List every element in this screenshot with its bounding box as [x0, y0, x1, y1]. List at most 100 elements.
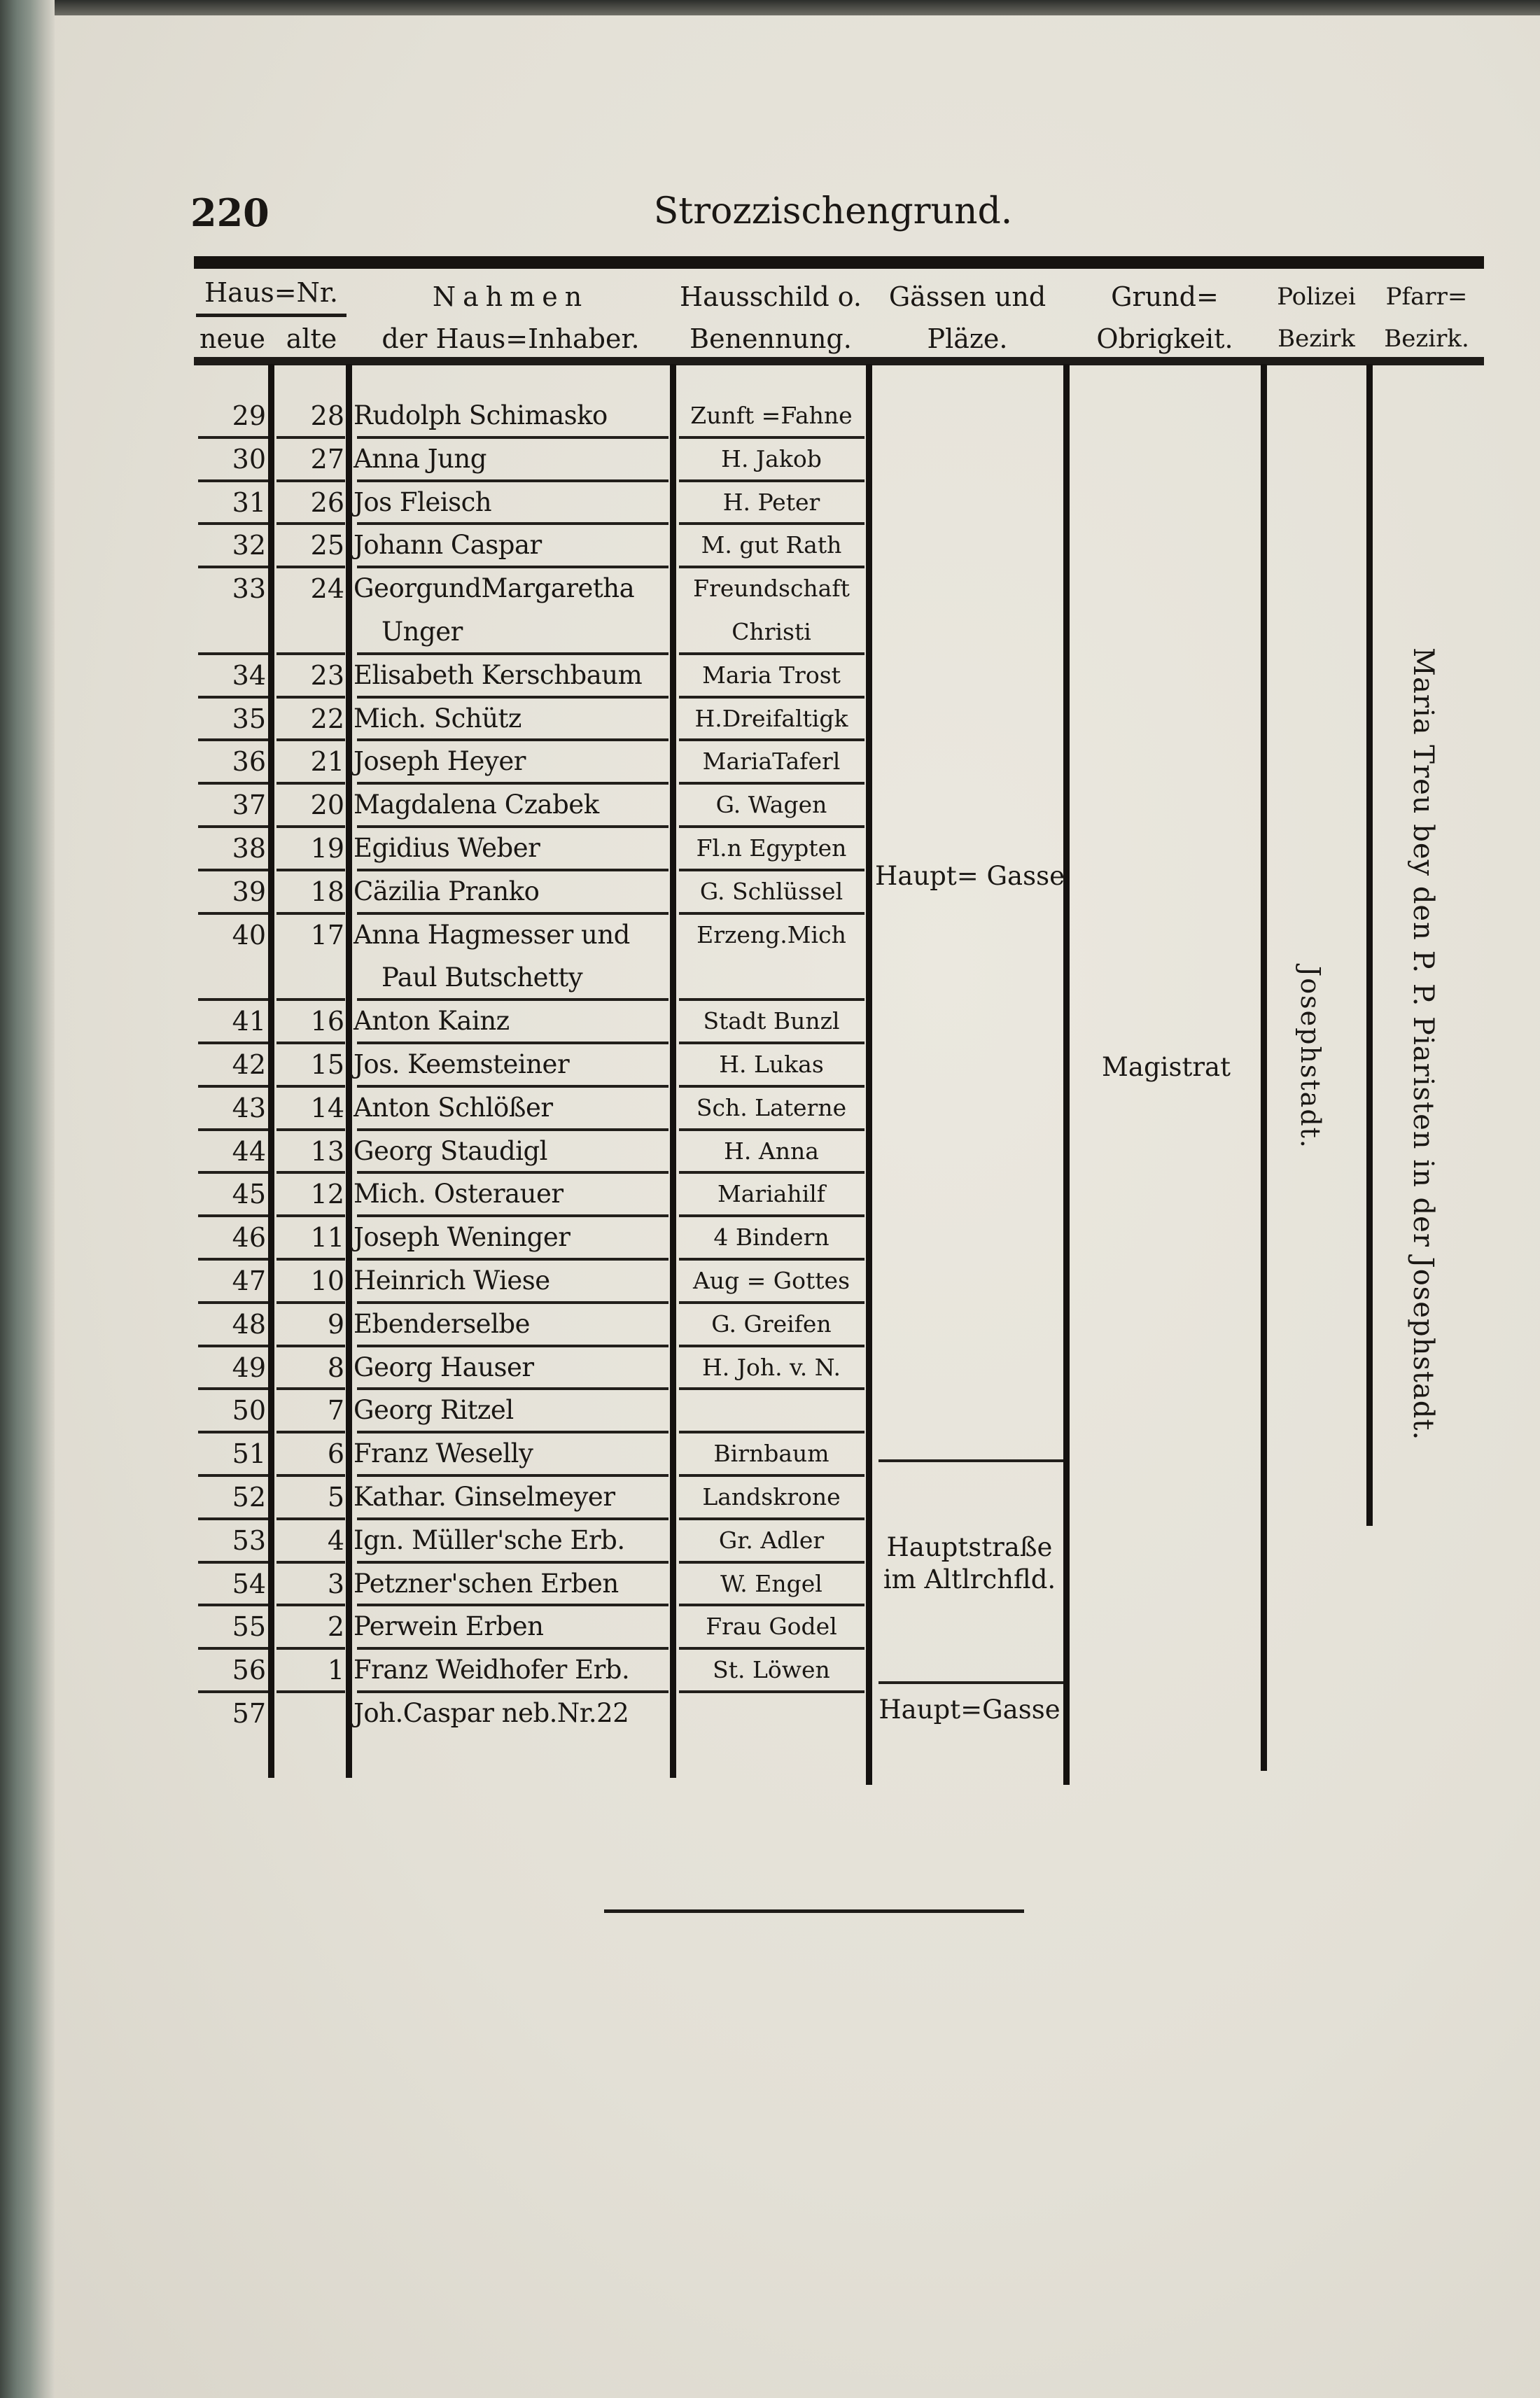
- house-sign: G. Schlüssel: [699, 877, 844, 905]
- house-number-new: 46: [232, 1222, 266, 1254]
- house-number-old: 28: [310, 400, 344, 431]
- row-divider: [198, 868, 268, 871]
- house-number-old: 16: [310, 1006, 344, 1037]
- owner-name: Heinrich Wiese: [354, 1265, 550, 1296]
- header-hausschild: Hausschild o.: [679, 281, 862, 312]
- row-divider: [679, 868, 864, 871]
- row-divider: [198, 652, 268, 655]
- owner-name: Rudolph Schimasko: [354, 400, 608, 430]
- house-number-new: 52: [232, 1482, 266, 1513]
- house-sign: Landskrone: [702, 1483, 841, 1510]
- book-top-edge: [0, 0, 1540, 15]
- row-divider: [679, 1387, 864, 1391]
- gasse-haupt-gasse: Haupt= Gasse: [875, 861, 1065, 891]
- owner-name: Paul Butschetty: [382, 962, 583, 993]
- row-divider: [679, 1214, 864, 1218]
- house-number-new: 47: [232, 1265, 266, 1296]
- row-divider: [198, 1431, 268, 1434]
- house-sign: St. Löwen: [713, 1656, 830, 1684]
- row-divider: [198, 1647, 268, 1650]
- house-number-new: 56: [232, 1655, 266, 1686]
- column-line-grund: [1063, 364, 1070, 1785]
- owner-name: Georg Ritzel: [354, 1395, 514, 1426]
- row-divider: [357, 479, 668, 482]
- polizei-josephstadt: Josephstadt.: [1295, 966, 1326, 1150]
- closing-rule: [604, 1909, 1024, 1913]
- row-divider: [357, 1560, 668, 1564]
- row-divider: [198, 1084, 268, 1088]
- header-neue: neue: [200, 323, 265, 354]
- owner-name: GeorgundMargaretha: [354, 573, 635, 604]
- house-number-new: 43: [232, 1092, 266, 1123]
- house-number-new: 54: [232, 1568, 266, 1599]
- house-sign: Erzeng.Mich: [696, 920, 846, 948]
- row-divider: [357, 1517, 668, 1520]
- row-divider: [679, 738, 864, 742]
- house-sign: H. Jakob: [721, 444, 822, 472]
- house-number-old: 21: [310, 746, 344, 778]
- row-divider: [679, 1474, 864, 1477]
- row-divider: [357, 435, 668, 439]
- row-divider: [198, 1300, 268, 1304]
- house-number-new: 37: [232, 790, 266, 821]
- house-number-old: 12: [310, 1179, 344, 1210]
- house-number-old: 4: [327, 1524, 344, 1556]
- row-divider: [679, 1690, 864, 1693]
- row-divider: [357, 1258, 668, 1261]
- row-divider: [357, 868, 668, 871]
- house-number-old: 10: [310, 1265, 344, 1296]
- owner-name: Perwein Erben: [354, 1611, 544, 1642]
- owner-name: Franz Weidhofer Erb.: [354, 1655, 630, 1685]
- gasse-hauptstrasse: Hauptstraße: [886, 1532, 1053, 1562]
- house-sign: Aug = Gottes: [692, 1267, 850, 1294]
- house-number-old: 13: [310, 1135, 344, 1167]
- row-divider: [679, 695, 864, 699]
- row-divider: [276, 1344, 345, 1347]
- house-sign: Mariahilf: [717, 1180, 826, 1208]
- owner-name: Georg Hauser: [354, 1352, 534, 1382]
- owner-name: Joh.Caspar neb.Nr.22: [354, 1698, 629, 1728]
- row-divider: [679, 825, 864, 828]
- row-divider: [357, 522, 668, 526]
- row-divider: [679, 1344, 864, 1347]
- row-divider: [357, 1171, 668, 1175]
- owner-name: Cäzilia Pranko: [354, 876, 540, 906]
- house-number-new: 35: [232, 703, 266, 734]
- row-divider: [679, 1084, 864, 1088]
- house-number-old: 1: [327, 1655, 344, 1686]
- owner-name: Magdalena Czabek: [354, 790, 599, 820]
- row-divider: [357, 1647, 668, 1650]
- house-number-old: 17: [310, 919, 344, 951]
- top-rule: [194, 256, 1484, 269]
- row-divider: [357, 566, 668, 569]
- row-divider: [198, 1474, 268, 1477]
- owner-name: Joseph Heyer: [354, 746, 526, 777]
- house-number-new: 40: [232, 919, 266, 951]
- row-divider: [276, 1258, 345, 1261]
- house-number-new: 30: [232, 443, 266, 475]
- row-divider: [276, 1604, 345, 1607]
- owner-name: Anton Schlößer: [354, 1092, 553, 1123]
- owner-name: Anna Jung: [354, 443, 486, 474]
- owner-name: Petzner'schen Erben: [354, 1568, 619, 1599]
- row-divider: [357, 825, 668, 828]
- row-divider: [357, 1128, 668, 1131]
- row-divider: [198, 1258, 268, 1261]
- row-divider: [276, 1387, 345, 1391]
- row-divider: [276, 1084, 345, 1088]
- owner-name: Kathar. Ginselmeyer: [354, 1482, 615, 1512]
- owner-name: Mich. Osterauer: [354, 1179, 564, 1209]
- column-line-nahmen: [346, 364, 352, 1778]
- row-divider: [276, 1431, 345, 1434]
- row-divider: [276, 1214, 345, 1218]
- owner-name: Franz Weselly: [354, 1438, 533, 1469]
- house-number-old: 25: [310, 530, 344, 561]
- grund-magistrat: Magistrat: [1102, 1052, 1231, 1082]
- header-obrigkeit: Obrigkeit.: [1096, 323, 1233, 354]
- house-number-old: 5: [327, 1482, 344, 1513]
- pfarr-maria-treu: Maria Treu bey den P. P. Piaristen in de…: [1407, 647, 1439, 1441]
- row-divider: [357, 1300, 668, 1304]
- row-divider: [679, 435, 864, 439]
- house-number-old: 9: [327, 1308, 344, 1340]
- header-grund: Grund=: [1111, 281, 1219, 312]
